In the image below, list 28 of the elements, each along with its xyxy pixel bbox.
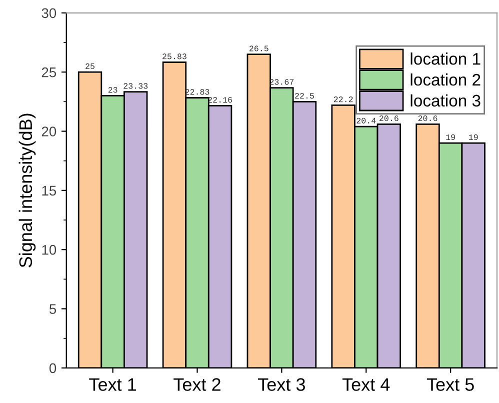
- legend-label: location 3: [410, 94, 480, 107]
- y-tick-label: 0: [49, 363, 56, 374]
- y-axis-title: Signal intensity(dB): [18, 114, 36, 268]
- x-tick-label: Text 1: [89, 378, 136, 391]
- data-label: 25.83: [162, 54, 186, 60]
- y-tick-label: 20: [42, 126, 56, 136]
- x-tick-label: Text 3: [258, 378, 305, 391]
- y-tick-label: 30: [42, 8, 56, 18]
- data-label: 20.6: [380, 115, 398, 122]
- data-label: 22.5: [295, 92, 314, 99]
- data-label: 20.6: [418, 115, 438, 122]
- data-label: 25: [86, 63, 94, 70]
- y-tick-label: 15: [42, 186, 56, 196]
- data-label: 19: [446, 134, 455, 140]
- x-tick-label: Text 5: [426, 378, 474, 391]
- y-tick-label: 25: [42, 67, 56, 78]
- data-label: 26.5: [249, 46, 268, 52]
- data-label: 23.33: [124, 83, 148, 89]
- legend-label: location 1: [410, 52, 480, 65]
- y-tick-label: 5: [49, 304, 56, 314]
- data-label: 23: [108, 87, 118, 93]
- x-tick-label: Text 4: [342, 378, 390, 391]
- x-tick-label: Text 2: [174, 378, 220, 391]
- data-label: 19: [468, 134, 478, 140]
- data-label: 20.4: [356, 118, 376, 124]
- data-label: 22.2: [334, 96, 353, 102]
- y-tick-label: 10: [42, 244, 56, 255]
- legend-label: location 2: [410, 73, 480, 86]
